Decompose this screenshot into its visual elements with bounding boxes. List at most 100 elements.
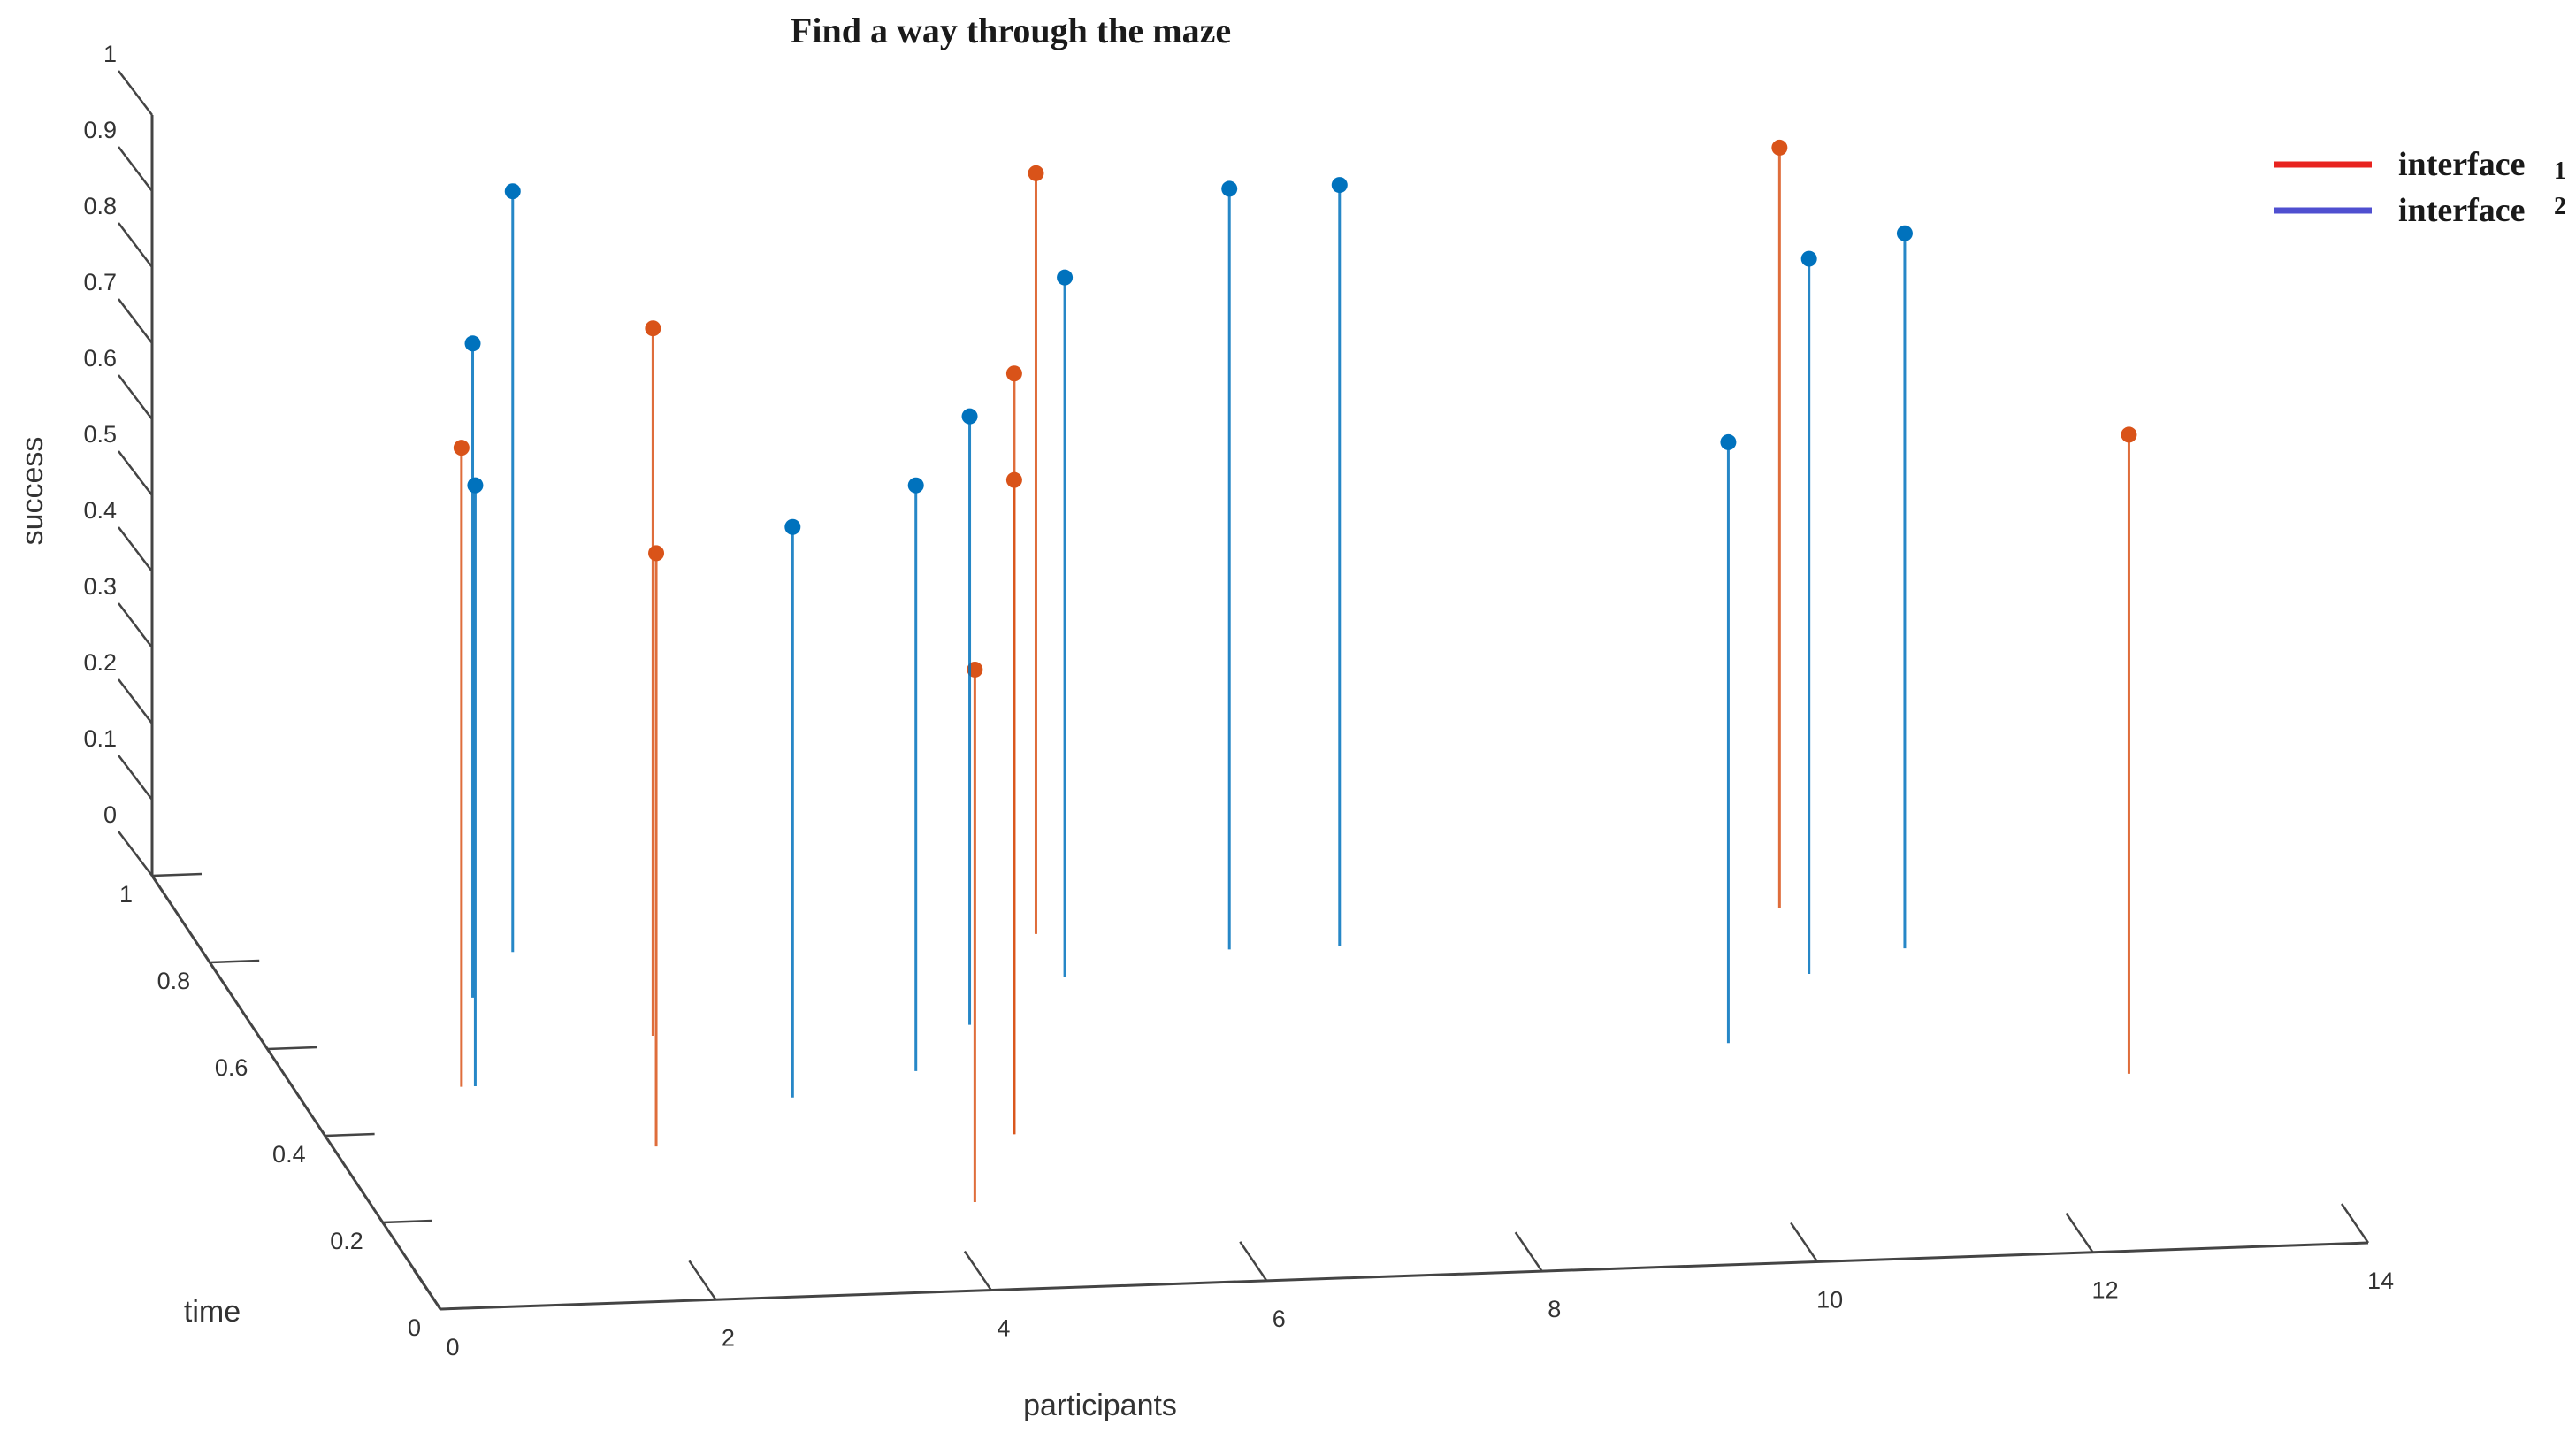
stem-point bbox=[2121, 426, 2137, 1074]
x-tick-label: 2 bbox=[722, 1324, 735, 1351]
stem-point bbox=[1896, 225, 1913, 949]
legend-entry: interface 2 bbox=[2274, 192, 2566, 229]
stem-point bbox=[648, 545, 665, 1147]
y-tick-mark bbox=[440, 1306, 491, 1311]
stem-marker bbox=[453, 440, 470, 456]
x-tick-label: 12 bbox=[2092, 1277, 2119, 1304]
z-tick-mark bbox=[118, 222, 153, 268]
x-tick-mark bbox=[1514, 1231, 1543, 1272]
z-tick-label: 0.3 bbox=[83, 573, 117, 600]
x-axis-line bbox=[440, 1241, 2369, 1311]
y-tick-label: 0.2 bbox=[330, 1228, 363, 1254]
y-axis-label: time bbox=[184, 1295, 241, 1329]
stem-point bbox=[907, 477, 924, 1071]
z-tick-mark bbox=[118, 526, 153, 572]
stems bbox=[453, 139, 2137, 1202]
stem-point bbox=[467, 477, 484, 1087]
z-tick-mark bbox=[118, 374, 153, 420]
y-tick-mark bbox=[382, 1219, 432, 1224]
legend: interface 1 interface 2 bbox=[2274, 146, 2566, 229]
stem-point bbox=[645, 320, 661, 1036]
x-tick-label: 6 bbox=[1273, 1306, 1286, 1332]
z-tick-mark bbox=[118, 70, 153, 116]
y-axis-line bbox=[150, 875, 442, 1310]
x-tick-mark bbox=[2065, 1213, 2094, 1253]
z-tick-label: 0.4 bbox=[83, 497, 117, 524]
legend-entry: interface 1 bbox=[2274, 146, 2566, 185]
x-axis-label: participants bbox=[1023, 1389, 1177, 1422]
legend-label: interface bbox=[2398, 146, 2525, 183]
y-tick-mark bbox=[210, 959, 260, 964]
z-tick-mark bbox=[118, 755, 153, 801]
stem-point bbox=[1331, 177, 1348, 946]
y-tick-label: 0 bbox=[408, 1314, 421, 1341]
y-tick-label: 0.8 bbox=[157, 968, 191, 994]
stem-marker bbox=[1005, 365, 1022, 382]
stem-marker bbox=[464, 335, 481, 352]
stem-marker bbox=[504, 183, 521, 200]
x-tick-mark bbox=[688, 1260, 717, 1300]
x-tick-mark bbox=[1239, 1241, 1268, 1282]
stem-point bbox=[1057, 269, 1074, 977]
stem-marker bbox=[1720, 433, 1737, 450]
x-tick-mark bbox=[1790, 1222, 1819, 1263]
z-tick-mark bbox=[118, 298, 153, 344]
y-tick-mark bbox=[267, 1046, 317, 1051]
x-tick-mark bbox=[412, 1269, 442, 1310]
stem-marker bbox=[1771, 139, 1788, 156]
stem-marker bbox=[2121, 426, 2137, 443]
z-tick-mark bbox=[118, 146, 153, 192]
stem-point bbox=[464, 335, 481, 998]
y-tick-mark bbox=[325, 1132, 375, 1138]
stem-point bbox=[961, 408, 978, 1025]
z-tick-label: 0.7 bbox=[83, 269, 117, 295]
x-tick-label: 0 bbox=[446, 1334, 459, 1360]
z-tick-mark bbox=[118, 831, 153, 877]
z-tick-mark bbox=[118, 678, 153, 724]
z-tick-label: 0.6 bbox=[83, 345, 117, 372]
z-tick-label: 0 bbox=[103, 801, 117, 828]
stem-marker bbox=[1057, 269, 1074, 286]
x-tick-mark bbox=[963, 1250, 992, 1291]
stem-marker bbox=[467, 477, 484, 494]
stem-marker bbox=[1028, 165, 1044, 181]
legend-index: 2 bbox=[2554, 193, 2566, 220]
stem-marker bbox=[1896, 225, 1913, 241]
z-tick-label: 0.8 bbox=[83, 193, 117, 219]
stem-marker bbox=[648, 545, 665, 562]
stem-point bbox=[1720, 433, 1737, 1044]
stem-point bbox=[1005, 471, 1022, 1135]
stem-marker bbox=[1221, 180, 1238, 197]
x-tick-mark bbox=[2340, 1203, 2370, 1244]
y-tick-label: 0.4 bbox=[272, 1141, 306, 1168]
legend-index: 1 bbox=[2554, 157, 2566, 185]
stem-point bbox=[453, 440, 470, 1087]
x-tick-label: 4 bbox=[997, 1315, 1010, 1342]
y-tick-mark bbox=[151, 872, 203, 877]
stem-marker bbox=[1331, 177, 1348, 194]
y-tick-label: 1 bbox=[119, 881, 133, 908]
z-tick-label: 1 bbox=[103, 41, 117, 67]
stem-point bbox=[1800, 250, 1817, 974]
z-tick-label: 0.2 bbox=[83, 649, 117, 676]
stem-point bbox=[1028, 165, 1044, 934]
stem-marker bbox=[784, 518, 801, 535]
stem-marker bbox=[907, 477, 924, 494]
y-tick-label: 0.6 bbox=[215, 1054, 248, 1081]
stem-point bbox=[784, 518, 801, 1098]
stem-marker bbox=[645, 320, 661, 337]
z-tick-label: 0.5 bbox=[83, 421, 117, 448]
chart-title: Find a way through the maze bbox=[791, 11, 1231, 50]
stem-marker bbox=[1800, 250, 1817, 267]
z-tick-mark bbox=[118, 602, 153, 648]
axes: 0 2 4 6 8 10 12 1400.20.40.60.8100.10.20.30.40.… bbox=[83, 41, 2394, 1360]
stem-marker bbox=[961, 408, 978, 425]
z-tick-label: 0.1 bbox=[83, 725, 117, 752]
z-tick-label: 0.9 bbox=[83, 117, 117, 143]
x-tick-label: 10 bbox=[1816, 1286, 1843, 1313]
legend-label: interface bbox=[2398, 192, 2525, 229]
x-tick-label: 14 bbox=[2367, 1268, 2394, 1294]
stem-point bbox=[504, 183, 521, 953]
